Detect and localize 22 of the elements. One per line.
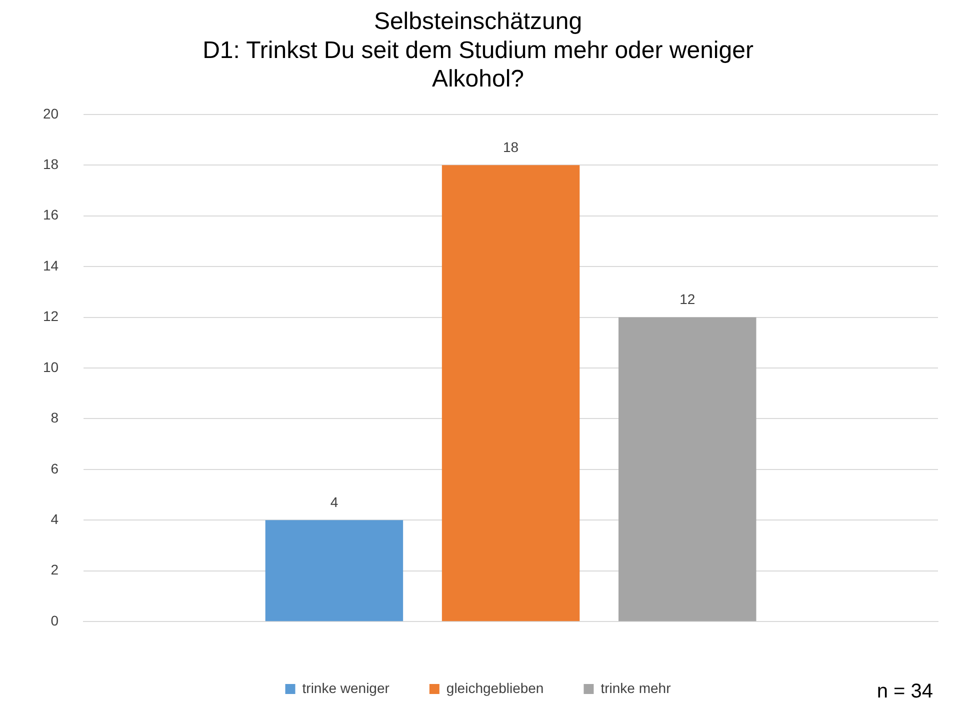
- y-tick-label: 14: [42, 257, 59, 274]
- y-tick-label: 16: [42, 206, 59, 223]
- data-label: 12: [680, 291, 696, 308]
- y-tick-label: 4: [50, 511, 59, 528]
- y-tick-label: 0: [50, 612, 59, 628]
- y-tick-label: 12: [42, 308, 59, 324]
- text: n = 34: [876, 680, 933, 703]
- data-label: 4: [330, 494, 338, 510]
- y-tick-label: 18: [42, 156, 59, 172]
- legend-label: trinke weniger: [302, 680, 390, 696]
- bar: [442, 165, 580, 622]
- legend-label: gleichgeblieben: [446, 680, 544, 696]
- bar: [618, 317, 756, 622]
- bar: [265, 520, 404, 622]
- data-label: 18: [502, 138, 519, 155]
- y-tick-label: 8: [50, 410, 59, 426]
- y-tick-label: 6: [50, 460, 59, 476]
- y-tick-label: 20: [42, 105, 59, 122]
- legend-label: trinke mehr: [600, 680, 672, 696]
- y-tick-label: 2: [50, 562, 59, 578]
- y-tick-label: 10: [42, 358, 59, 375]
- chart-title: Selbsteinschätzung D1: Trinkst Du seit dem Studium mehr oder weniger Alkohol?: [202, 8, 754, 93]
